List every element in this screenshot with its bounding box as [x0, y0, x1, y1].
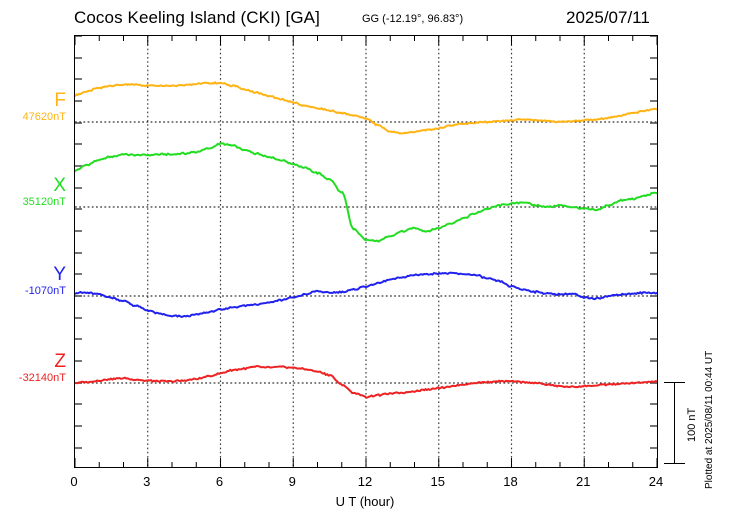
component-label-f: F 47620nT: [0, 91, 66, 124]
component-baseline-value: -32140nT: [18, 372, 66, 384]
x-tick-label: 24: [648, 474, 664, 489]
scale-bar-label: 100 nT: [686, 407, 698, 443]
component-letter: Z: [54, 351, 66, 372]
x-tick-label: 6: [215, 474, 224, 489]
component-letter: Y: [53, 264, 66, 285]
plot-date: 2025/07/11: [566, 8, 650, 27]
x-tick-label: 3: [143, 474, 151, 489]
x-tick-label: 15: [430, 474, 445, 489]
component-baseline-value: 35120nT: [22, 196, 66, 208]
component-label-y: Y -1070nT: [0, 265, 66, 298]
scale-bar: [664, 382, 686, 464]
x-tick-label: 18: [503, 474, 518, 489]
component-letter: F: [54, 90, 66, 111]
x-axis-title: U T (hour): [335, 494, 395, 509]
component-label-x: X 35120nT: [0, 176, 66, 209]
page-title: Cocos Keeling Island (CKI) [GA]: [74, 8, 320, 27]
geographic-coordinates: GG (-12.19°, 96.83°): [362, 13, 464, 25]
component-label-z: Z -32140nT: [0, 352, 66, 385]
component-baseline-value: 47620nT: [22, 111, 66, 123]
component-baseline-value: -1070nT: [25, 285, 66, 297]
x-tick-label: 21: [576, 474, 591, 489]
x-tick-label: 9: [288, 474, 296, 489]
x-tick-label: 12: [357, 474, 373, 489]
plotted-timestamp: Plotted at 2025/08/11 00:44 UT: [704, 350, 715, 490]
plot-area: [74, 35, 658, 468]
component-letter: X: [53, 175, 66, 196]
x-tick-label: 0: [70, 474, 78, 489]
chart-canvas: [75, 36, 657, 467]
